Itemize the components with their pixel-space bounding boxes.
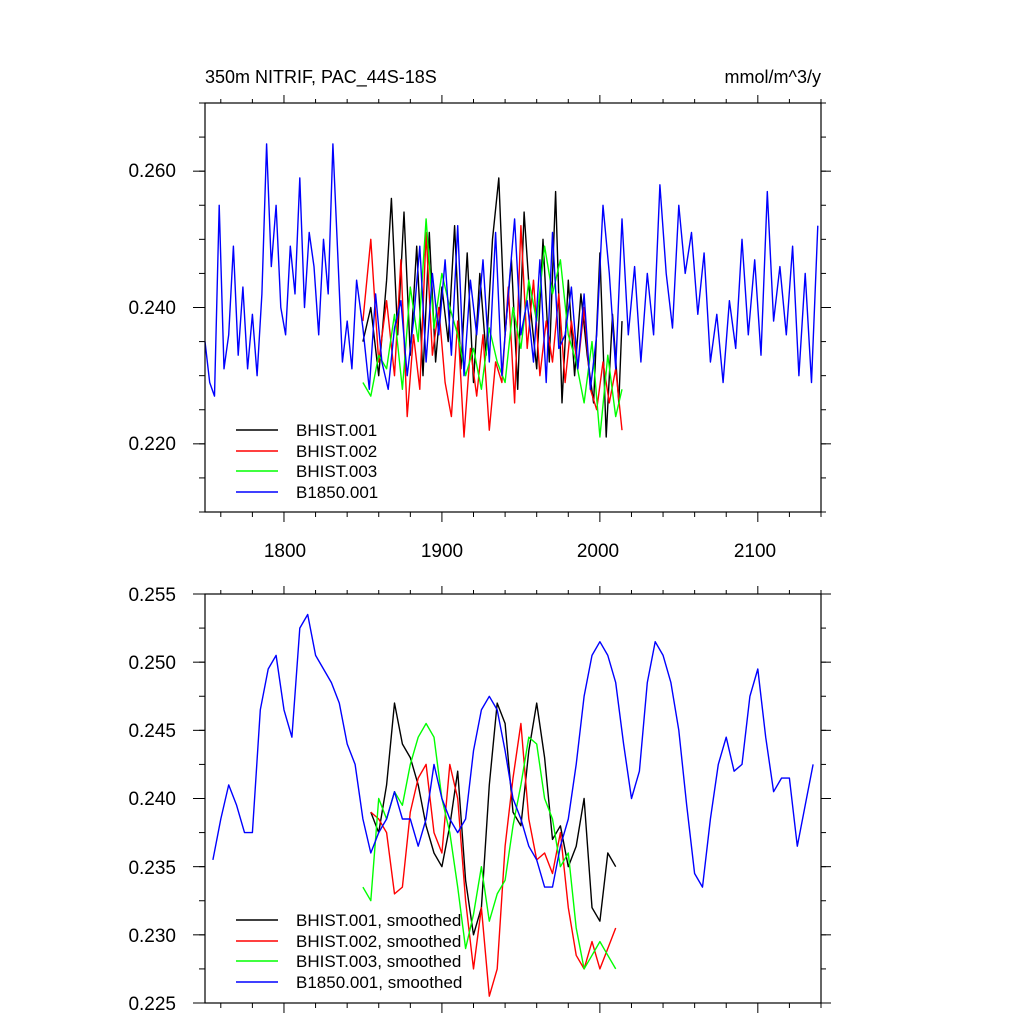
y-tick-label: 0.250	[128, 653, 176, 674]
top-plot-frame	[204, 102, 822, 513]
bottom-chart: 0.255 0.250 0.245 0.240 0.235 0.230 0.22…	[128, 585, 831, 1015]
x-tick-label: 1800	[264, 541, 306, 562]
y-tick-label: 0.255	[128, 585, 176, 606]
series-line-b1850-001	[204, 143, 819, 397]
y-tick-label: 0.240	[128, 789, 176, 810]
series-line-b1850-001-smoothed	[212, 613, 814, 888]
y-tick-label: 0.235	[128, 858, 176, 879]
series-line-bhist-001	[362, 177, 623, 438]
x-tick-label: 2100	[734, 541, 776, 562]
chart-units: mmol/m^3/y	[725, 67, 821, 87]
series-line-bhist-002-smoothed	[370, 722, 617, 997]
bottom-plot-frame	[204, 593, 822, 1004]
legend-label: BHIST.002	[296, 442, 377, 461]
series-line-bhist-003	[362, 218, 623, 438]
bottom-axis-ticks	[193, 586, 831, 1013]
bottom-series-lines	[212, 613, 814, 997]
bottom-legend: BHIST.001, smoothed BHIST.002, smoothed …	[236, 911, 462, 992]
bottom-y-tick-labels: 0.255 0.250 0.245 0.240 0.235 0.230 0.22…	[128, 585, 176, 1015]
x-tick-label: 1900	[421, 541, 463, 562]
x-tick-label: 2000	[577, 541, 619, 562]
y-tick-label: 0.220	[128, 434, 176, 455]
top-y-tick-labels: 0.260 0.240 0.220	[128, 161, 176, 455]
top-series-lines	[204, 143, 819, 438]
legend-label: B1850.001	[296, 483, 378, 502]
chart-title: 350m NITRIF, PAC_44S-18S	[205, 67, 437, 88]
top-legend: BHIST.001 BHIST.002 BHIST.003 B1850.001	[236, 421, 378, 502]
y-tick-label: 0.225	[128, 994, 176, 1015]
top-axis-ticks	[193, 95, 831, 522]
top-x-tick-labels: 1800 1900 2000 2100	[264, 541, 776, 562]
legend-label: BHIST.003, smoothed	[296, 952, 461, 971]
y-tick-label: 0.240	[128, 298, 176, 319]
legend-label: BHIST.001	[296, 421, 377, 440]
top-chart: 350m NITRIF, PAC_44S-18S mmol/m^3/y 0.26…	[128, 67, 831, 562]
y-tick-label: 0.245	[128, 721, 176, 742]
legend-label: B1850.001, smoothed	[296, 973, 462, 992]
legend-label: BHIST.002, smoothed	[296, 932, 461, 951]
y-tick-label: 0.230	[128, 926, 176, 947]
series-line-bhist-003-smoothed	[362, 722, 617, 970]
y-tick-label: 0.260	[128, 161, 176, 182]
legend-label: BHIST.001, smoothed	[296, 911, 461, 930]
legend-label: BHIST.003	[296, 462, 377, 481]
